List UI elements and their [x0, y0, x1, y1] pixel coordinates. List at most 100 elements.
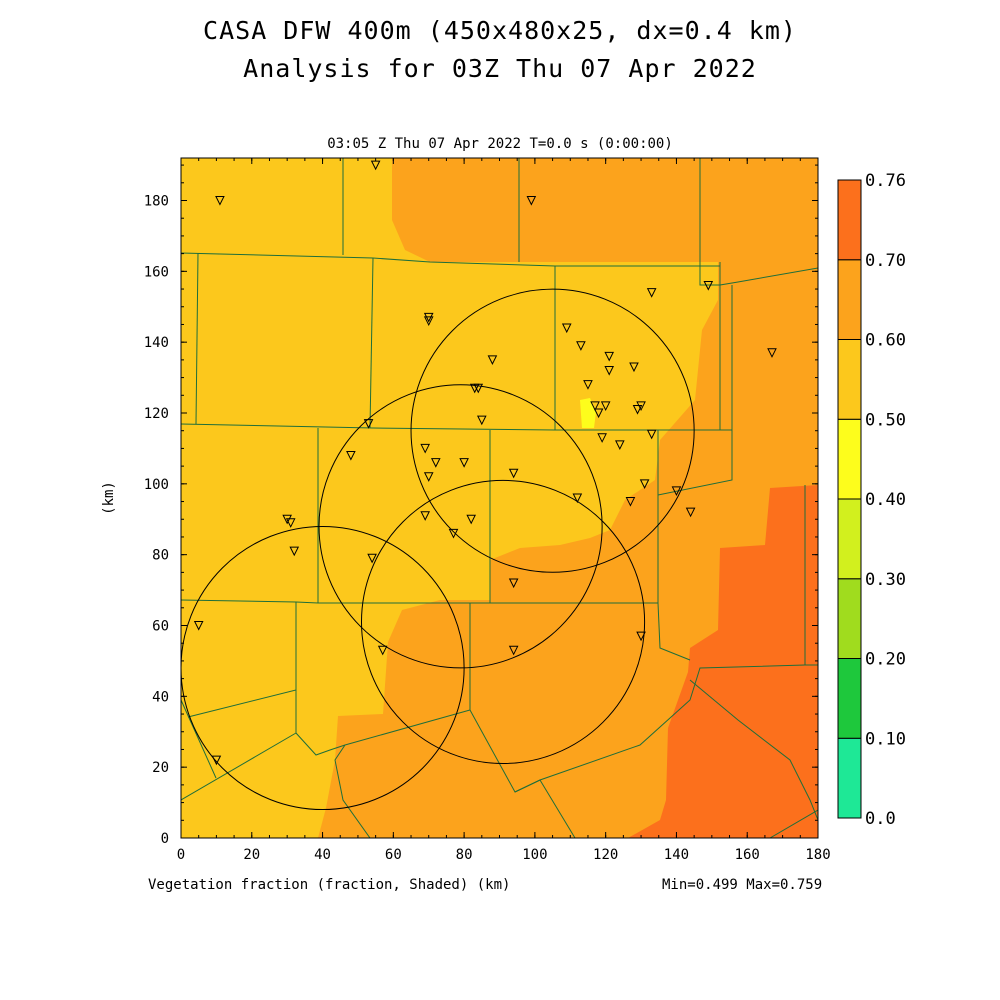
- colorbar-label: 0.76: [865, 171, 906, 191]
- x-tick-label: 0: [177, 847, 185, 863]
- x-tick-label: 100: [522, 847, 547, 863]
- station-marker: [469, 383, 480, 394]
- radar-ring: [318, 384, 603, 669]
- colorbar-segment: [837, 658, 862, 739]
- chart-title-line-2: Analysis for 03Z Thu 07 Apr 2022: [243, 54, 757, 83]
- colorbar-segment: [837, 179, 862, 261]
- station-marker: [615, 440, 625, 450]
- y-tick-label: 0: [161, 831, 169, 847]
- y-tick-label: 120: [144, 406, 169, 422]
- station-marker: [600, 401, 611, 412]
- y-axis: 0 20 40 60 80 100 120 140 160 180: [144, 164, 818, 847]
- station-marker: [604, 366, 615, 376]
- station-marker: [685, 507, 696, 518]
- field-070-076: [628, 485, 818, 838]
- field-040-050: [580, 398, 596, 428]
- station-marker: [508, 645, 519, 656]
- station-marker: [420, 511, 430, 521]
- station-marker: [597, 433, 607, 443]
- y-tick-label: 60: [152, 619, 169, 635]
- colorbar: 0.0 0.10 0.20 0.30 0.40 0.50 0.60 0.70 0.76: [837, 171, 906, 829]
- station-marker: [476, 415, 487, 426]
- y-tick-label: 160: [144, 264, 169, 280]
- colorbar-label: 0.30: [865, 570, 906, 590]
- station-marker: [367, 553, 377, 564]
- station-marker: [625, 497, 636, 507]
- radar-range-rings: [180, 288, 695, 811]
- plot-time-header: 03:05 Z Thu 07 Apr 2022 T=0.0 s (0:00:00…: [327, 136, 673, 152]
- x-tick-label: 20: [243, 847, 260, 863]
- station-marker: [671, 486, 682, 497]
- y-tick-label: 40: [152, 689, 169, 705]
- station-marker: [576, 341, 586, 351]
- station-marker: [646, 288, 657, 298]
- colorbar-segment: [837, 259, 862, 340]
- x-tick-label: 120: [593, 847, 618, 863]
- station-marker: [215, 196, 225, 206]
- station-marker: [583, 380, 593, 390]
- colorbar-label: 0.50: [865, 410, 906, 430]
- x-tick-label: 160: [735, 847, 760, 863]
- station-marker: [193, 621, 204, 631]
- station-marker: [636, 401, 646, 412]
- x-tick-label: 80: [456, 847, 473, 863]
- station-marker: [508, 468, 519, 479]
- station-marker: [289, 546, 300, 557]
- chart-title-line-1: CASA DFW 400m (450x480x25, dx=0.4 km): [203, 16, 797, 45]
- x-axis-title: Vegetation fraction (fraction, Shaded) (…: [148, 877, 511, 893]
- y-axis-title: (km): [101, 481, 117, 515]
- station-marker: [629, 362, 639, 373]
- station-marker: [420, 443, 430, 454]
- station-marker: [703, 281, 714, 291]
- x-tick-label: 60: [385, 847, 402, 863]
- station-marker: [211, 755, 222, 766]
- station-marker: [639, 479, 650, 489]
- colorbar-label: 0.40: [865, 490, 906, 510]
- colorbar-segment: [837, 578, 862, 659]
- station-marker: [767, 348, 777, 358]
- y-tick-label: 80: [152, 548, 169, 564]
- colorbar-segment: [837, 737, 862, 819]
- y-tick-label: 100: [144, 477, 169, 493]
- station-marker: [363, 419, 374, 429]
- station-marker: [508, 578, 519, 589]
- station-marker: [604, 351, 615, 362]
- station-marker: [572, 493, 583, 504]
- station-marker: [459, 458, 469, 468]
- station-marker: [561, 323, 572, 334]
- y-tick-label: 20: [152, 760, 169, 776]
- station-marker: [593, 408, 604, 419]
- station-marker: [346, 451, 356, 461]
- station-marker: [466, 514, 476, 525]
- colorbar-segment: [837, 498, 862, 580]
- station-marker: [526, 196, 537, 206]
- station-marker: [423, 312, 434, 323]
- colorbar-label: 0.70: [865, 251, 906, 271]
- radar-ring: [360, 479, 646, 765]
- min-max-readout: Min=0.499 Max=0.759: [662, 877, 823, 893]
- x-tick-label: 140: [664, 847, 689, 863]
- colorbar-segment: [837, 339, 862, 420]
- station-marker: [370, 160, 381, 171]
- station-marker: [285, 518, 296, 528]
- station-marker: [646, 429, 657, 440]
- y-tick-label: 140: [144, 335, 169, 351]
- station-marker: [632, 404, 643, 415]
- colorbar-label: 0.10: [865, 729, 906, 749]
- station-marker: [377, 645, 388, 656]
- station-marker: [487, 355, 498, 365]
- station-marker: [590, 401, 600, 412]
- colorbar-label: 0.0: [865, 809, 896, 829]
- colorbar-label: 0.60: [865, 331, 906, 351]
- county-boundaries: [181, 158, 818, 838]
- station-marker: [448, 528, 459, 539]
- station-marker: [423, 316, 434, 327]
- colorbar-label: 0.20: [865, 650, 906, 670]
- y-tick-label: 180: [144, 194, 169, 210]
- x-axis: 0 20 40 60 80 100 120 140 160 180: [177, 158, 831, 863]
- colorbar-segment: [837, 418, 862, 500]
- x-tick-label: 40: [314, 847, 331, 863]
- radar-ring: [410, 288, 695, 573]
- station-marker: [430, 458, 441, 468]
